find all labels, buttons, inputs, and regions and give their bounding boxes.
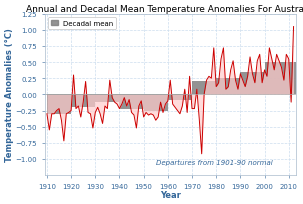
- Bar: [47, 95, 71, 114]
- Bar: [168, 95, 192, 100]
- Bar: [265, 63, 289, 95]
- Bar: [216, 79, 240, 95]
- Bar: [71, 95, 95, 108]
- Bar: [119, 95, 144, 109]
- Bar: [95, 95, 119, 103]
- X-axis label: Year: Year: [160, 190, 181, 199]
- Text: Departures from 1901-90 normal: Departures from 1901-90 normal: [156, 159, 272, 165]
- Bar: [289, 63, 296, 95]
- Bar: [240, 72, 265, 95]
- Y-axis label: Temperature Anomalies (°C): Temperature Anomalies (°C): [5, 28, 14, 162]
- Title: Annual and Decadal Mean Temperature Anomalies For Australia: Annual and Decadal Mean Temperature Anom…: [26, 5, 303, 14]
- Legend: Decadal mean: Decadal mean: [48, 18, 116, 30]
- Bar: [192, 82, 216, 95]
- Bar: [144, 95, 168, 111]
